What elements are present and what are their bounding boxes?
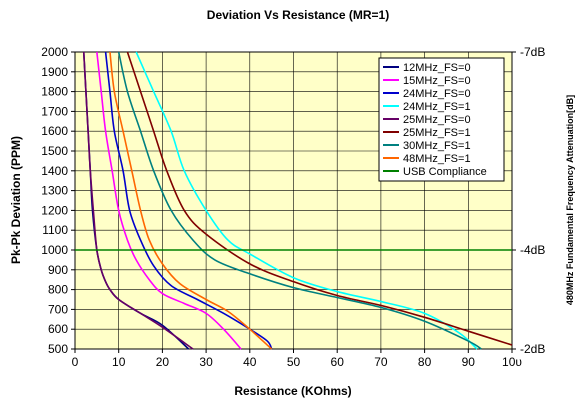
x-tick-label: 10υ [502,355,522,369]
y2-tick-label: -2dB [520,342,545,356]
y-tick-label: 500 [48,342,68,356]
y-tick-label: 2000 [41,45,68,59]
legend-entry: 24MHz_FS=0 [403,88,471,100]
series-line-15mhz-fs-0 [96,51,242,350]
x-tick-label: 20 [156,355,170,369]
x-tick-label: 80 [418,355,432,369]
y-tick-label: 800 [48,283,68,297]
legend-entry: 15MHz_FS=0 [403,75,471,87]
tick-labels: 0 10 20 30 40 50 60 70 80 90 10υ 500 600 700 800 900 100… [41,45,545,369]
legend-entry: 25MHz_FS=0 [403,114,471,126]
y-axis-title: Pk-Pk Deviation (PPM) [9,136,23,264]
series-lines [75,51,513,350]
y-tick-label: 1600 [41,124,68,138]
series-line-25mhz-fs-0 [82,51,194,350]
x-tick-label: 50 [287,355,301,369]
y-tick-label: 1500 [41,144,68,158]
legend-entry: 12MHz_FS=0 [403,62,471,74]
series-line-48mhz-fs-1 [109,51,273,350]
x-tick-label: 0 [72,355,79,369]
x-tick-label: 60 [331,355,345,369]
y-tick-label: 1200 [41,203,68,217]
x-tick-label: 70 [374,355,388,369]
y-tick-label: 1800 [41,85,68,99]
y-tick-label: 1400 [41,164,68,178]
x-tick-label: 30 [199,355,213,369]
legend-entry: USB Compliance [403,166,487,178]
y-tick-label: 600 [48,322,68,336]
y-tick-label: 1300 [41,184,68,198]
y2-tick-label: -4dB [520,243,545,257]
y2-tick-label: -7dB [520,45,545,59]
y-tick-label: 700 [48,302,68,316]
y-tick-label: 1100 [42,223,68,237]
y-tick-label: 1700 [41,104,68,118]
legend-box [378,57,505,182]
legend-entry: 48MHz_FS=1 [403,153,471,165]
x-tick-label: 10 [112,355,126,369]
x-axis-title: Resistance (KOhms) [234,384,351,398]
series-line-24mhz-fs-1 [135,51,478,350]
y-tick-label: 900 [48,263,68,277]
y-tick-label: 1000 [41,243,68,257]
legend-entry: 25MHz_FS=1 [403,127,471,139]
x-tick-label: 90 [462,355,476,369]
legend: 12MHz_FS=015MHz_FS=024MHz_FS=024MHz_FS=1… [378,57,505,182]
chart-title: Deviation Vs Resistance (MR=1) [207,8,389,22]
legend-entry: 24MHz_FS=1 [403,101,471,113]
x-tick-label: 40 [243,355,257,369]
y-tick-label: 1900 [41,65,68,79]
y2-axis-title: 480MHz Fundamental Frequency Attenuation… [565,95,575,305]
series-line-30mhz-fs-1 [117,51,482,350]
legend-entry: 30MHz_FS=1 [403,140,471,152]
series-line-25mhz-fs-1 [126,51,513,346]
